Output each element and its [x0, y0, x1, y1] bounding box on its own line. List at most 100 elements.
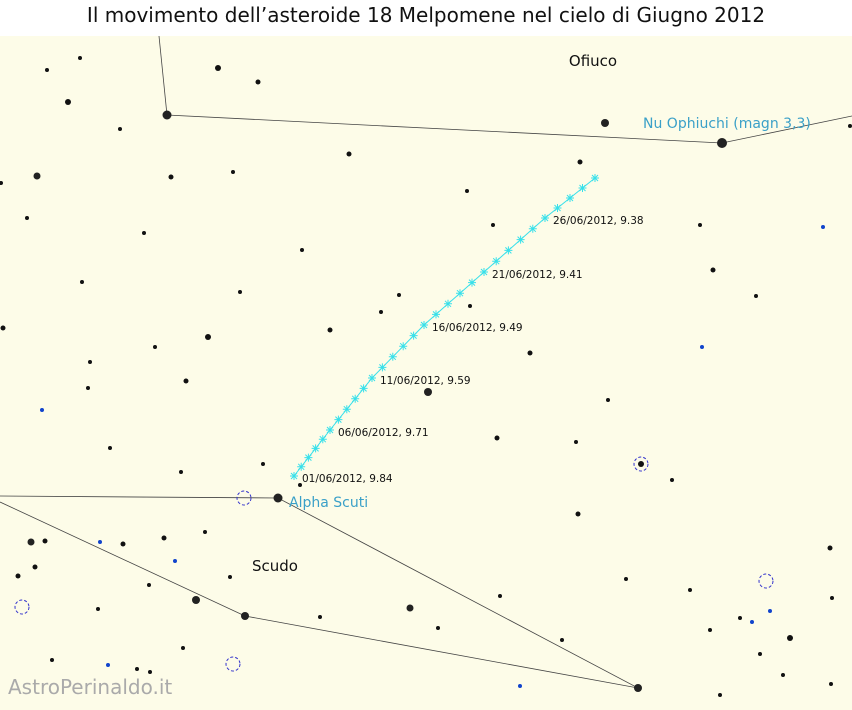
track-marker [480, 268, 488, 276]
star [638, 461, 644, 467]
star [153, 345, 157, 349]
star [670, 478, 674, 482]
track-marker [456, 289, 464, 298]
star [698, 223, 702, 227]
track-marker [326, 426, 334, 434]
star [181, 646, 185, 650]
star [758, 652, 762, 656]
star-label: Alpha Scuti [289, 495, 368, 511]
faint-object [518, 684, 522, 688]
star [168, 174, 174, 180]
watermark: AstroPerinaldo.it [8, 675, 172, 699]
star [215, 65, 221, 71]
star [45, 68, 49, 72]
track-marker [368, 374, 376, 382]
star [65, 99, 71, 105]
star [241, 612, 249, 620]
star [118, 127, 122, 131]
faint-object [821, 225, 825, 229]
star [147, 583, 151, 587]
star [148, 670, 152, 674]
track-marker [541, 214, 549, 222]
star [205, 334, 211, 340]
track-marker [468, 278, 476, 287]
constellation-label: Ofiuco [569, 52, 617, 70]
deep-sky-object [225, 656, 241, 672]
star [96, 607, 100, 611]
track-marker [334, 415, 343, 424]
star [183, 378, 189, 384]
deep-sky-object [236, 490, 252, 506]
star [255, 79, 261, 85]
track-marker [359, 384, 368, 393]
track-marker [311, 444, 320, 453]
track-marker [591, 174, 599, 182]
star [829, 682, 833, 686]
star [577, 159, 583, 165]
ophiuchus-line [158, 35, 852, 144]
track-marker [432, 310, 440, 319]
star [161, 535, 167, 541]
stars [0, 56, 852, 697]
star [575, 511, 581, 517]
deep-sky-object [758, 573, 774, 589]
star [379, 310, 383, 314]
sky-background [0, 36, 852, 710]
star [560, 638, 564, 642]
star [142, 231, 146, 235]
star [32, 564, 38, 570]
deep-sky-object [633, 456, 649, 472]
star [120, 541, 126, 547]
star [42, 538, 48, 544]
track-marker [318, 435, 327, 444]
star [273, 493, 283, 503]
track-marker [420, 321, 428, 329]
star [228, 575, 232, 579]
star [15, 573, 21, 579]
star [318, 615, 322, 619]
star [827, 545, 833, 551]
track-marker [290, 472, 298, 480]
star [25, 216, 29, 220]
star [27, 538, 35, 546]
star [624, 577, 628, 581]
star [179, 470, 183, 474]
star [346, 151, 352, 157]
star [203, 530, 207, 534]
star [298, 483, 302, 487]
track-marker [553, 204, 562, 212]
star [781, 673, 785, 677]
star [527, 350, 533, 356]
deep-sky-object [14, 599, 30, 615]
track-marker [528, 224, 537, 233]
track-marker [388, 352, 397, 361]
star [162, 110, 172, 120]
track-marker [399, 342, 408, 351]
star [50, 658, 54, 662]
star [498, 594, 502, 598]
star [787, 635, 793, 641]
star [0, 325, 6, 331]
constellation-label: Scudo [252, 557, 298, 575]
track-marker [444, 299, 452, 308]
star [406, 604, 414, 612]
star [192, 596, 200, 604]
star [86, 386, 90, 390]
star [261, 462, 265, 466]
star [300, 248, 304, 252]
track-marker [297, 462, 306, 471]
title: Il movimento dell’asteroide 18 Melpomene… [87, 3, 765, 27]
track-label: 06/06/2012, 9.71 [338, 427, 429, 439]
star [738, 616, 742, 620]
star [830, 596, 834, 600]
star [717, 138, 727, 148]
star [465, 189, 469, 193]
track-label: 16/06/2012, 9.49 [432, 322, 523, 334]
star [108, 446, 112, 450]
star [327, 327, 333, 333]
star [718, 693, 722, 697]
track-marker [578, 184, 587, 192]
star [78, 56, 82, 60]
star [231, 170, 235, 174]
